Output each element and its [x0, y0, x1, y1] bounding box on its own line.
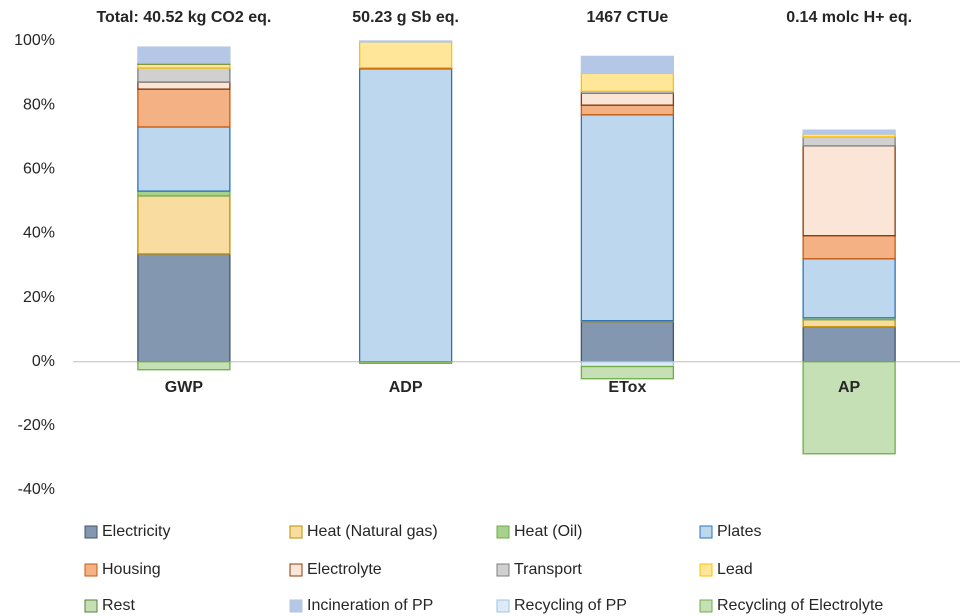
legend-label: Electrolyte: [307, 561, 382, 578]
legend-swatch: [84, 563, 98, 577]
legend-label: Housing: [102, 561, 161, 578]
bar-segment: [358, 361, 453, 364]
annotation: 50.23 g Sb eq.: [352, 9, 459, 26]
bar-segment: [137, 361, 231, 371]
bar-segment: [137, 81, 231, 90]
legend-swatch: [84, 599, 98, 613]
bar-segment: [137, 67, 231, 83]
x-tick-label: AP: [838, 379, 861, 396]
x-tick-label: ETox: [608, 379, 646, 396]
y-tick-label: 60%: [23, 161, 55, 178]
legend-label: Heat (Oil): [514, 523, 582, 540]
bar-segment: [802, 129, 896, 135]
legend-swatch: [84, 525, 98, 539]
bar-segment: [580, 361, 675, 368]
bar-segment: [580, 104, 675, 116]
y-tick-label: -20%: [18, 417, 55, 434]
legend-label: Electricity: [102, 523, 170, 540]
bar-segment: [137, 190, 231, 197]
legend-label: Recycling of PP: [514, 597, 627, 614]
annotation: Total: 40.52 kg CO2 eq.: [96, 9, 271, 26]
legend-swatch: [699, 599, 713, 613]
bar-segment: [802, 361, 896, 455]
annotation: 1467 CTUe: [586, 9, 668, 26]
bar-segment: [580, 92, 675, 106]
bar-segment: [802, 319, 896, 328]
bar-segment: [802, 258, 896, 319]
y-tick-label: 40%: [23, 225, 55, 242]
x-tick-label: ADP: [389, 379, 423, 396]
legend-label: Incineration of PP: [307, 597, 433, 614]
bar-segment: [802, 235, 896, 260]
y-tick-label: -40%: [18, 481, 55, 498]
y-tick-label: 20%: [23, 289, 55, 306]
bar-segment: [137, 195, 231, 255]
legend-swatch: [289, 525, 303, 539]
bar-segment: [802, 326, 896, 363]
bar-segment: [137, 126, 231, 192]
legend-swatch: [496, 525, 510, 539]
bar-segment: [137, 253, 231, 363]
bar-segment: [580, 320, 675, 363]
y-tick-label: 80%: [23, 96, 55, 113]
legend-swatch: [289, 563, 303, 577]
bar-segment: [580, 114, 675, 322]
bar-segment: [137, 88, 231, 128]
bar-segment: [358, 41, 453, 69]
bar-segment: [802, 136, 896, 147]
legend-swatch: [289, 599, 303, 613]
legend-label: Plates: [717, 523, 761, 540]
legend-label: Transport: [514, 561, 582, 578]
bar-segment: [580, 365, 675, 380]
legend-swatch: [496, 563, 510, 577]
bar-segment: [580, 72, 675, 93]
legend-label: Lead: [717, 561, 753, 578]
bar-segment: [137, 46, 231, 64]
legend-label: Recycling of Electrolyte: [717, 597, 883, 614]
legend-swatch: [699, 525, 713, 539]
legend-label: Heat (Natural gas): [307, 523, 438, 540]
annotation: 0.14 molc H+ eq.: [786, 9, 912, 26]
y-tick-label: 100%: [14, 32, 55, 49]
bar-segment: [358, 40, 453, 43]
bar-segment: [358, 68, 453, 363]
legend-label: Rest: [102, 597, 135, 614]
bar-segment: [580, 55, 675, 75]
legend-swatch: [496, 599, 510, 613]
legend-swatch: [699, 563, 713, 577]
bar-segment: [802, 145, 896, 237]
x-tick-label: GWP: [165, 379, 204, 396]
y-tick-label: 0%: [32, 353, 55, 370]
